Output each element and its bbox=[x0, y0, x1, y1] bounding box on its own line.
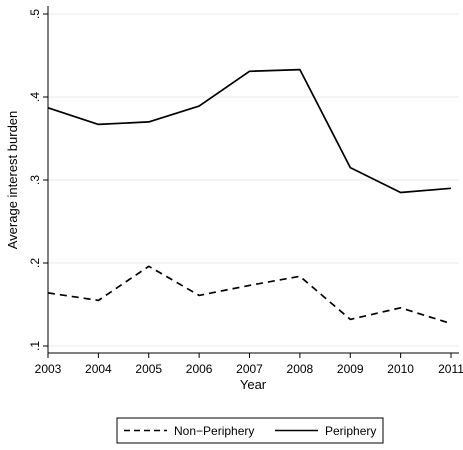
x-tick-label-2004: 2004 bbox=[85, 362, 112, 376]
x-axis-title: Year bbox=[240, 377, 267, 392]
y-tick-label-p5: .5 bbox=[28, 9, 42, 19]
x-tick-label-2009: 2009 bbox=[337, 362, 364, 376]
x-tick-label-2010: 2010 bbox=[387, 362, 414, 376]
y-ticks: .1 .2 .3 .4 .5 bbox=[28, 9, 48, 351]
x-tick-label-2005: 2005 bbox=[135, 362, 162, 376]
y-tick-label-p4: .4 bbox=[28, 92, 42, 102]
legend-label-non-periphery: Non−Periphery bbox=[174, 424, 254, 438]
x-ticks: 2003 2004 2005 2006 2007 2008 2009 2010 2011 bbox=[35, 353, 463, 376]
legend-label-periphery: Periphery bbox=[325, 424, 376, 438]
series-line-periphery bbox=[48, 70, 451, 193]
legend: Non−Periphery Periphery bbox=[117, 418, 383, 443]
x-tick-label-2008: 2008 bbox=[287, 362, 314, 376]
y-tick-label-p3: .3 bbox=[28, 175, 42, 185]
x-tick-label-2007: 2007 bbox=[236, 362, 263, 376]
y-tick-label-p2: .2 bbox=[28, 258, 42, 268]
series-lines bbox=[48, 70, 451, 324]
x-tick-label-2011: 2011 bbox=[438, 362, 463, 376]
y-axis-title: Average interest burden bbox=[5, 111, 20, 250]
x-tick-label-2003: 2003 bbox=[35, 362, 62, 376]
grid-lines bbox=[48, 14, 459, 346]
x-tick-label-2006: 2006 bbox=[186, 362, 213, 376]
series-line-non-periphery bbox=[48, 266, 451, 323]
y-tick-label-p1: .1 bbox=[28, 341, 42, 351]
